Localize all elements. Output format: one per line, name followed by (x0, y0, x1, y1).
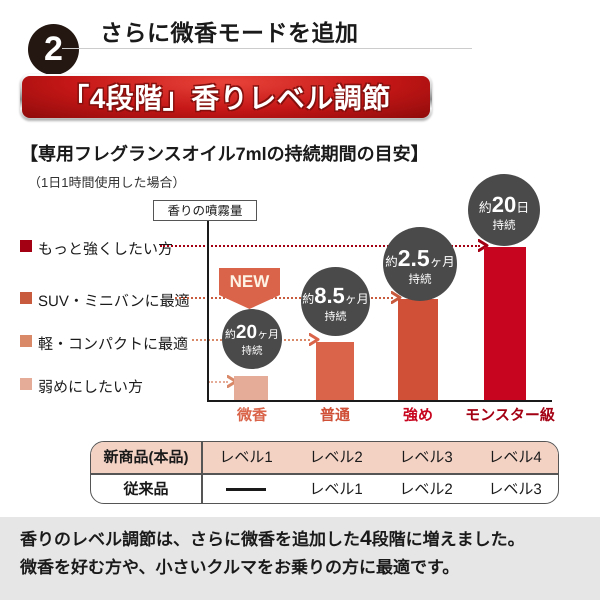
svg-text:NEW: NEW (230, 272, 271, 291)
